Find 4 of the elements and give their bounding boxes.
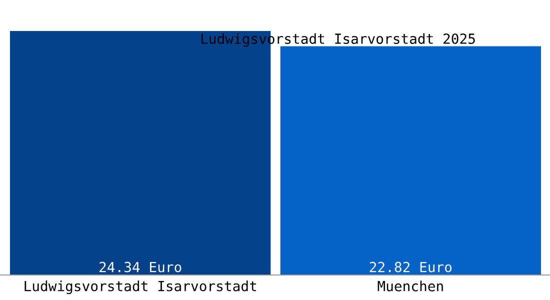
x-tick-label: Ludwigsvorstadt Isarvorstadt xyxy=(24,280,256,294)
data-label: 22.82 Euro xyxy=(370,262,452,272)
x-tick-label: Muenchen xyxy=(378,280,443,292)
data-label: 24.34 Euro xyxy=(100,262,182,272)
